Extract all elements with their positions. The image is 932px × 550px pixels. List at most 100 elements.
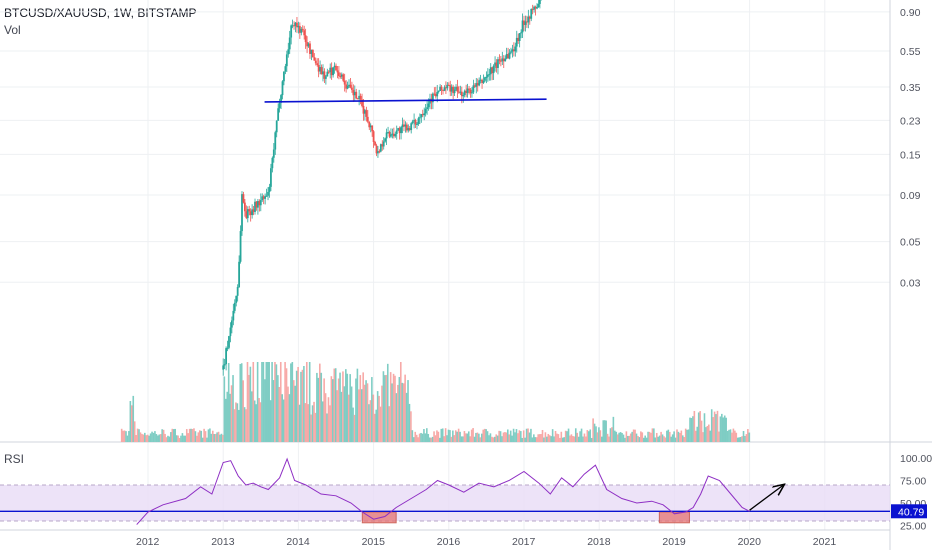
volume-bar <box>144 432 146 442</box>
volume-bar <box>491 436 493 442</box>
volume-bar <box>185 429 188 442</box>
volume-bar <box>593 423 596 442</box>
candle-body <box>495 62 498 68</box>
volume-bar <box>596 432 599 442</box>
time-tick-label: 2014 <box>286 536 310 548</box>
candle-body <box>505 54 508 59</box>
volume-bar <box>201 437 204 442</box>
candle-body <box>320 67 323 75</box>
volume-bar <box>712 417 714 442</box>
volume-bar <box>246 362 249 442</box>
volume-bar <box>664 437 667 442</box>
volume-bar <box>278 387 281 442</box>
support-line[interactable] <box>264 98 547 103</box>
volume-bar <box>697 412 700 442</box>
candle-body <box>225 348 227 365</box>
volume-bar <box>632 429 635 442</box>
candle-body <box>301 28 304 31</box>
volume-bar <box>371 377 373 442</box>
candle-body <box>327 71 330 73</box>
candle-body <box>423 113 426 116</box>
candle-body <box>287 49 290 55</box>
volume-bar <box>407 380 409 442</box>
volume-bar <box>197 432 200 442</box>
price-tick-label: 0.05 <box>900 237 921 249</box>
volume-bar <box>734 430 736 442</box>
volume-bar <box>454 430 457 442</box>
volume-bar <box>358 389 360 442</box>
volume-bar <box>561 437 564 442</box>
candle-body <box>332 67 335 76</box>
price-tick-label: 0.55 <box>900 46 921 58</box>
candle-body <box>230 320 233 328</box>
volume-bar <box>742 431 745 442</box>
volume-bar <box>690 418 693 442</box>
volume-bar <box>385 374 388 442</box>
candle-body <box>450 86 453 92</box>
volume-bar <box>467 431 470 442</box>
volume-bar <box>282 399 285 442</box>
volume-label[interactable]: Vol <box>4 23 21 37</box>
volume-bar <box>339 372 341 442</box>
volume-bar <box>573 436 576 442</box>
volume-bar <box>606 433 609 442</box>
candle-body <box>427 103 430 108</box>
volume-bar <box>674 437 677 442</box>
volume-bar <box>493 436 496 442</box>
candle-body <box>371 125 374 132</box>
volume-bar <box>616 434 619 442</box>
candle-body <box>246 209 249 219</box>
candle-body <box>410 123 413 131</box>
volume-bar <box>715 414 717 442</box>
volume-bar <box>521 437 524 442</box>
candle-body <box>416 124 418 126</box>
volume-bar <box>495 434 498 442</box>
volume-bar <box>640 431 642 442</box>
candle-body <box>285 54 288 67</box>
volume-bar <box>524 437 526 442</box>
volume-bar <box>133 421 136 442</box>
volume-bar <box>324 393 327 442</box>
candle-body <box>241 194 243 232</box>
volume-bar <box>716 410 719 442</box>
volume-bar <box>170 432 172 442</box>
candle-body <box>507 54 509 59</box>
candle-body <box>349 84 352 88</box>
candle-body <box>390 134 392 137</box>
time-tick-label: 2017 <box>512 536 536 548</box>
volume-bar <box>346 373 349 442</box>
volume-bar <box>574 428 577 442</box>
volume-bar <box>272 380 275 442</box>
volume-bar <box>511 435 513 442</box>
volume-bar <box>447 429 450 442</box>
volume-bar <box>508 434 511 442</box>
volume-bar <box>311 405 314 442</box>
volume-bar <box>295 370 298 442</box>
volume-bar <box>577 436 580 442</box>
candle-body <box>340 74 343 77</box>
volume-bar <box>359 375 362 442</box>
volume-bar <box>211 430 214 442</box>
candle-body <box>355 91 358 99</box>
volume-bar <box>125 431 127 442</box>
volume-bar <box>544 432 547 442</box>
volume-bar <box>509 430 512 442</box>
candle-body <box>281 81 284 96</box>
candle-body <box>484 77 486 81</box>
volume-bar <box>386 363 389 442</box>
candle-body <box>433 93 436 95</box>
volume-bar <box>252 362 255 442</box>
volume-bar <box>708 424 710 442</box>
volume-bar <box>547 433 550 442</box>
volume-bar <box>128 431 130 442</box>
rsi-label[interactable]: RSI <box>4 452 25 466</box>
candle-body <box>537 3 540 8</box>
volume-bar <box>146 434 149 442</box>
candle-body <box>277 108 280 121</box>
volume-bar <box>517 433 519 442</box>
rsi-arrow[interactable] <box>749 485 784 511</box>
volume-bar <box>736 437 739 442</box>
volume-bar <box>453 435 456 442</box>
volume-bar <box>718 431 720 442</box>
